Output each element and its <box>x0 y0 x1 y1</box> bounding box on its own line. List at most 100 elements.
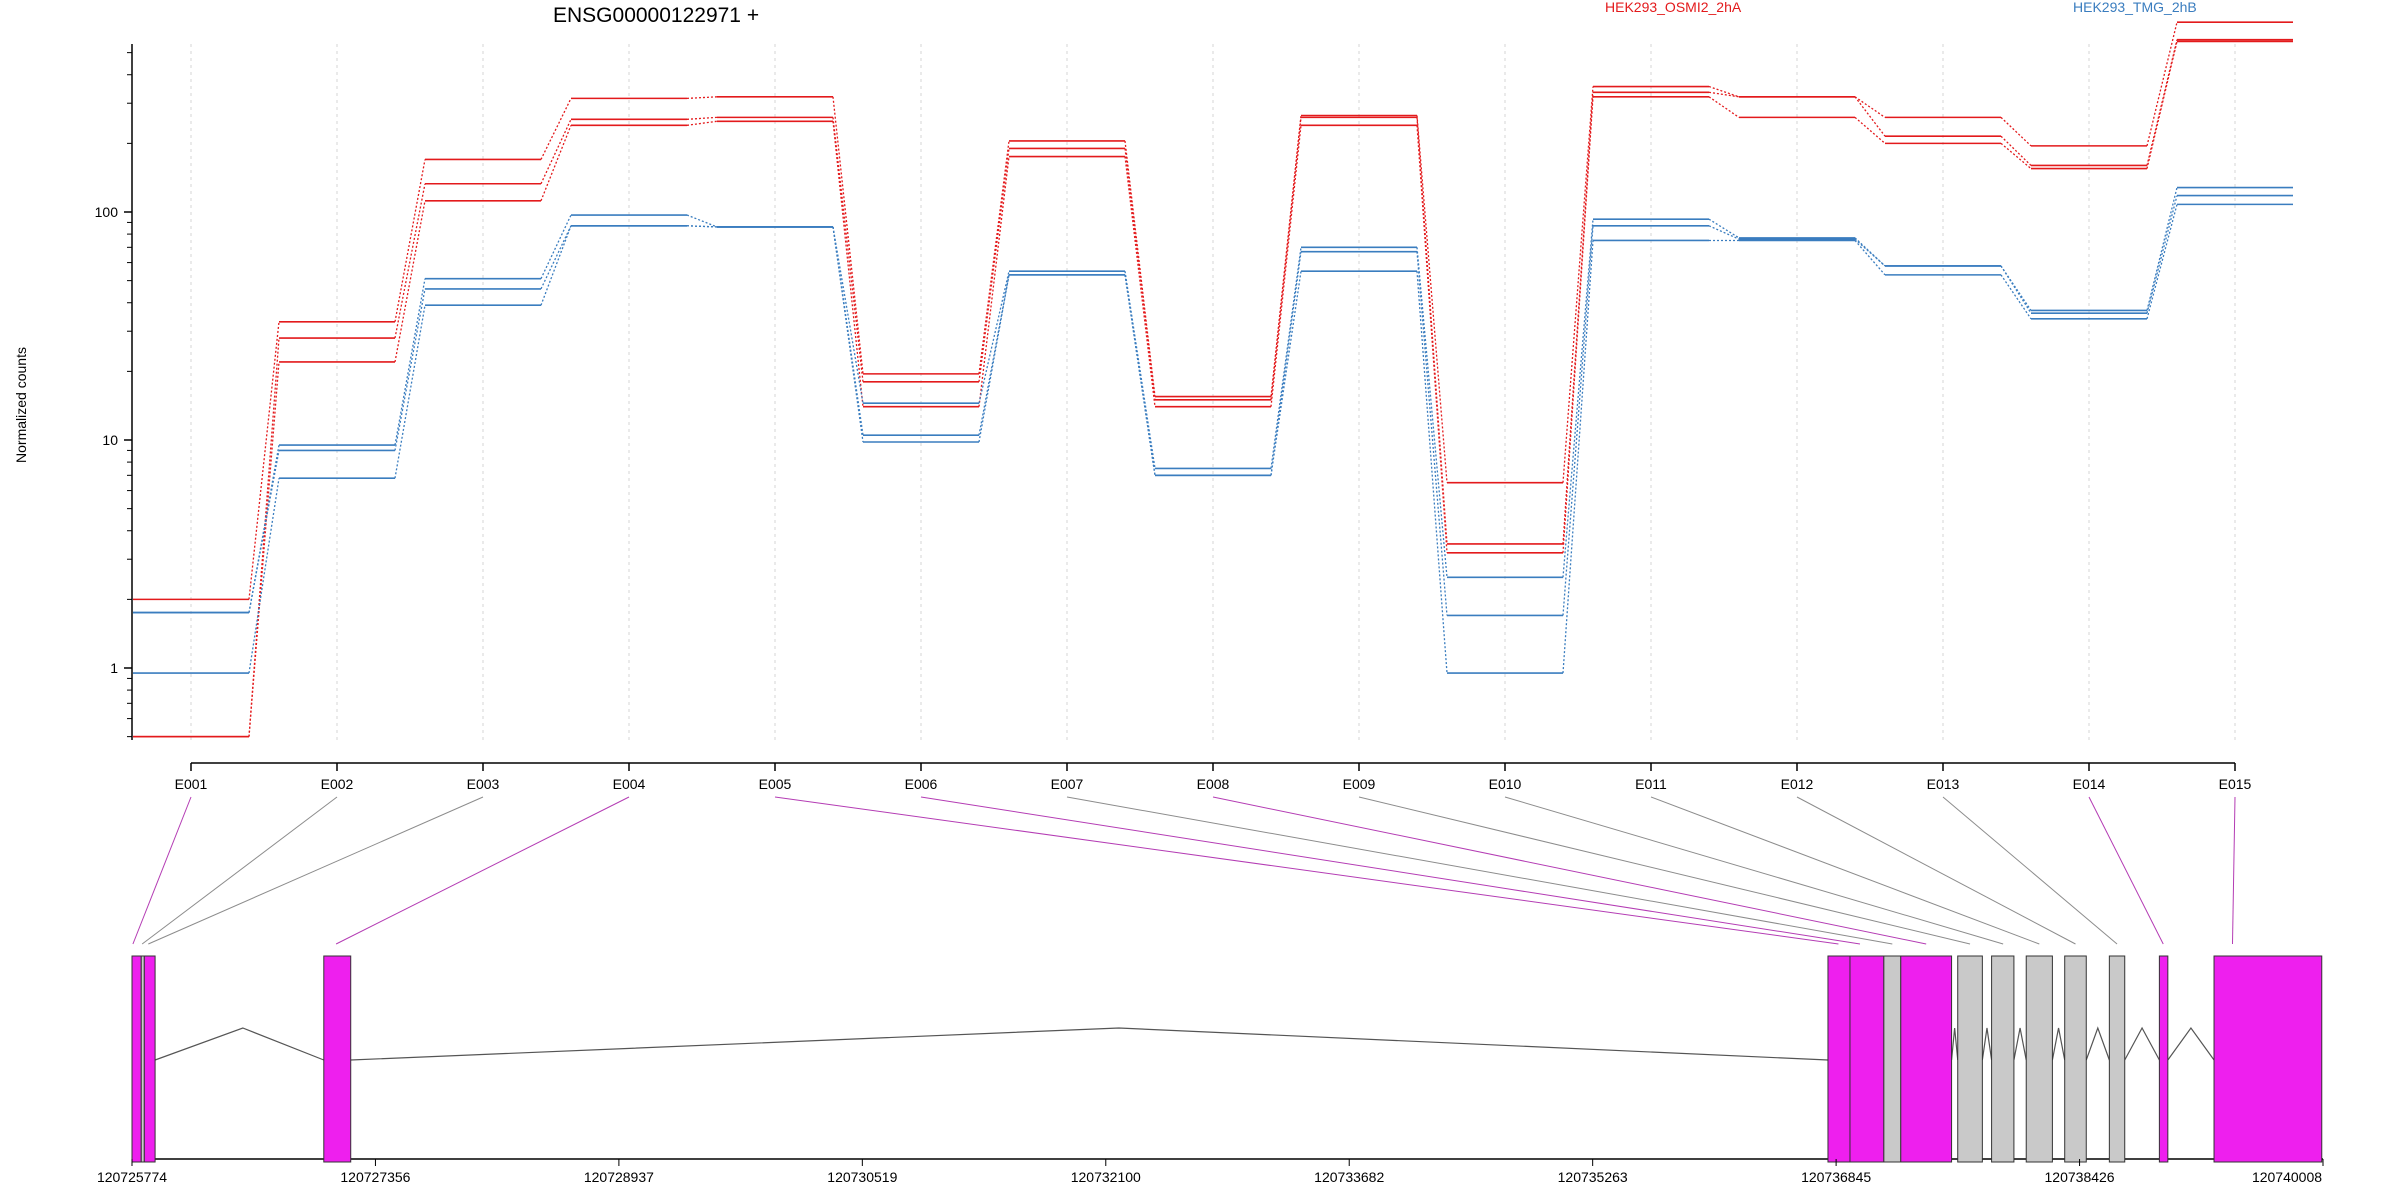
exon-block <box>1991 955 2015 1163</box>
exon-block <box>2213 955 2323 1163</box>
transition-segment <box>394 288 426 451</box>
exon-block <box>131 955 142 1163</box>
legend-item-tmg: HEK293_TMG_2hB <box>2073 0 2197 15</box>
exon-connector <box>132 796 192 945</box>
transition-segment <box>832 226 864 404</box>
exon-block <box>2025 955 2053 1163</box>
transition-segment <box>832 226 864 443</box>
intron-line <box>2124 1026 2160 1061</box>
intron-line <box>2167 1026 2215 1061</box>
transition-segment <box>686 96 718 100</box>
vertical-gridlines <box>190 44 2236 740</box>
transition-segment <box>540 125 572 202</box>
exon-block <box>1849 955 1885 1163</box>
transition-segment <box>248 450 280 613</box>
transition-segment <box>1416 125 1448 553</box>
transition-segment <box>394 305 426 479</box>
transition-segment <box>2146 204 2178 319</box>
exon-connector <box>2231 796 2236 945</box>
exon-tick-label: E002 <box>321 776 354 792</box>
transition-segment <box>2146 195 2178 314</box>
transition-segment <box>1854 116 1886 144</box>
transition-segment <box>394 278 426 446</box>
exon-tick-label: E013 <box>1927 776 1960 792</box>
coordinate-labels: 120725774 120727356 120728937 120730519 1207… <box>97 1159 2324 1185</box>
exon-block <box>2108 955 2126 1163</box>
exon-connector <box>148 796 484 945</box>
exon-connector <box>1212 796 1927 945</box>
axes <box>131 44 2235 764</box>
transition-segment <box>1562 92 1594 544</box>
transition-segment <box>1562 225 1594 616</box>
exon-tick-label: E015 <box>2219 776 2252 792</box>
transition-segment <box>1708 96 1740 118</box>
transition-segment <box>978 148 1010 382</box>
transition-segment <box>978 274 1010 443</box>
exon-tick-label: E006 <box>905 776 938 792</box>
series-lines <box>133 21 2293 738</box>
transition-segment <box>2000 265 2032 314</box>
exon-connector <box>774 796 1839 945</box>
transition-segment <box>1708 218 1740 239</box>
exon-connector <box>1504 796 2004 945</box>
exon-connector <box>1358 796 1971 945</box>
transition-segment <box>686 116 718 120</box>
intron-line <box>1950 1027 1959 1061</box>
chart-title: ENSG00000122971 + <box>553 4 759 27</box>
transition-segment <box>2000 116 2032 147</box>
exon-tick-label: E003 <box>467 776 500 792</box>
transition-segment <box>2000 135 2032 166</box>
series-line <box>133 40 2293 738</box>
coordinate-label: 120730519 <box>827 1169 897 1185</box>
transition-segment <box>1854 237 1886 267</box>
transition-segment <box>1562 240 1594 674</box>
transition-segment <box>1562 219 1594 578</box>
exon-tick-label: E007 <box>1051 776 1084 792</box>
transition-segment <box>1416 247 1448 578</box>
transition-segment <box>1708 225 1740 240</box>
coordinate-label: 120725774 <box>97 1169 167 1185</box>
transition-segment <box>832 117 864 382</box>
transition-segment <box>540 214 572 279</box>
coordinate-label: 120738426 <box>2045 1169 2115 1185</box>
transition-segment <box>394 200 426 363</box>
transition-segment <box>248 321 280 600</box>
exon-block <box>143 955 156 1163</box>
coordinate-label: 120740008 <box>2252 1169 2322 1185</box>
exon-tick-label: E001 <box>175 776 208 792</box>
exon-connectors <box>132 796 2236 945</box>
transition-segment <box>394 159 426 322</box>
transition-segment <box>1854 96 1886 118</box>
transition-segment <box>978 156 1010 407</box>
exon-tick-label: E009 <box>1343 776 1376 792</box>
transition-segment <box>1124 148 1156 400</box>
transition-segment <box>832 121 864 407</box>
exon-tick-label: E012 <box>1781 776 1814 792</box>
transition-segment <box>1270 117 1302 400</box>
y-tick-label: 10 <box>102 432 118 448</box>
transition-segment <box>1270 125 1302 407</box>
transition-segment <box>248 478 280 674</box>
transition-segment <box>686 214 718 228</box>
transition-segment <box>1124 156 1156 407</box>
exon-block <box>1957 955 1983 1163</box>
transition-segment <box>1708 85 1740 98</box>
intron-line <box>154 1027 325 1061</box>
transition-segment <box>2146 187 2178 311</box>
transition-segment <box>2146 22 2178 147</box>
exon-connector <box>2088 796 2164 945</box>
exon-tick-label: E010 <box>1489 776 1522 792</box>
intron-line <box>2051 1027 2066 1061</box>
coordinate-label: 120736845 <box>1801 1169 1871 1185</box>
series-line <box>133 194 2293 617</box>
transition-segment <box>540 98 572 160</box>
exon-tick-label: E014 <box>2073 776 2106 792</box>
coordinate-label: 120732100 <box>1071 1169 1141 1185</box>
transition-segment <box>686 120 718 126</box>
transition-segment <box>686 225 718 228</box>
intron-line <box>1981 1027 1993 1061</box>
transition-segment <box>978 140 1010 374</box>
exon-block <box>1883 955 1902 1163</box>
gene-model <box>131 955 2323 1163</box>
